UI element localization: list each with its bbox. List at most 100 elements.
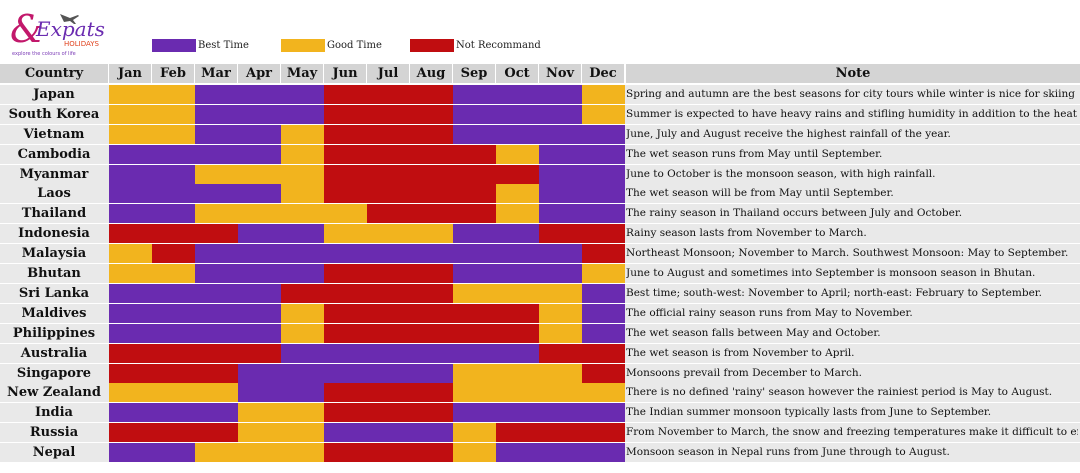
cell-india-dec [582,403,625,423]
country-bhutan: Bhutan [27,266,81,281]
cell-bhutan-sep [453,264,496,283]
cell-myanmar-jul [367,164,410,184]
cell-laos-oct [496,184,539,204]
cell-south-korea-nov [539,104,582,124]
note-cambodia: The wet season runs from May until Septe… [626,147,883,160]
logo-sub: HOLIDAYS [64,40,100,48]
legend-label-not: Not Recommand [456,39,541,51]
cell-australia-jun [324,343,367,363]
cell-vietnam-sep [453,124,496,144]
cell-australia-oct [496,343,539,363]
legend-good-time: Good Time [281,38,382,52]
cell-south-korea-jun [324,104,367,124]
cell-new-zealand-jan [109,383,152,403]
note-nepal: Monsoon season in Nepal runs from June t… [626,446,950,459]
cell-myanmar-feb [152,164,195,184]
legend-swatch-best [152,38,196,52]
header-month-jan: Jan [109,64,151,83]
cell-maldives-jul [367,303,410,323]
cell-singapore-aug [410,363,453,383]
cell-new-zealand-mar [195,383,238,403]
cell-maldives-oct [496,303,539,323]
cell-south-korea-mar [195,104,238,124]
note-russia: From November to March, the snow and fre… [626,426,1078,439]
cell-india-jun [324,403,367,423]
cell-south-korea-dec [582,104,625,124]
cell-nepal-sep [453,443,496,463]
cell-malaysia-nov [539,244,582,264]
note-philippines: The wet season falls between May and Oct… [626,326,881,339]
country-thailand: Thailand [21,206,87,222]
expats-holidays-logo: & Expats HOLIDAYS explore the colours of… [10,8,105,57]
cell-vietnam-dec [582,124,625,144]
cell-bhutan-jan [109,264,152,283]
cell-singapore-sep [453,363,496,383]
cell-cambodia-mar [195,144,238,164]
cell-maldives-may [281,303,324,323]
cell-nepal-nov [539,443,582,463]
cell-myanmar-sep [453,164,496,184]
note-laos: The wet season will be from May until Se… [626,187,894,200]
cell-malaysia-sep [453,244,496,264]
cell-nepal-dec [582,443,625,463]
cell-australia-jan [109,343,152,363]
cell-malaysia-jan [109,244,152,264]
cell-sri-lanka-oct [496,283,539,303]
cell-thailand-jan [109,204,152,224]
cell-cambodia-jun [324,144,367,164]
cell-myanmar-jan [109,164,152,184]
cell-nepal-aug [410,443,453,463]
cell-bhutan-feb [152,264,195,283]
note-bhutan: June to August and sometimes into Septem… [626,267,1036,279]
cell-thailand-oct [496,204,539,224]
header-month-oct: Oct [496,64,538,83]
cell-thailand-sep [453,204,496,224]
country-myanmar: Myanmar [19,166,89,182]
cell-thailand-aug [410,204,453,224]
cell-japan-may [281,84,324,104]
cell-indonesia-jan [109,224,152,244]
cell-malaysia-jun [324,244,367,264]
cell-indonesia-mar [195,224,238,244]
cell-malaysia-may [281,244,324,264]
cell-south-korea-may [281,104,324,124]
legend-not-recommended: Not Recommand [410,38,541,52]
cell-south-korea-sep [453,104,496,124]
cell-laos-may [281,184,324,204]
cell-malaysia-apr [238,244,281,264]
cell-russia-may [281,423,324,443]
cell-new-zealand-nov [539,383,582,403]
cell-australia-sep [453,343,496,363]
cell-india-jul [367,403,410,423]
cell-russia-mar [195,423,238,443]
cell-maldives-aug [410,303,453,323]
note-indonesia: Rainy season lasts from November to Marc… [626,227,867,240]
cell-vietnam-jul [367,124,410,144]
cell-cambodia-apr [238,144,281,164]
cell-maldives-nov [539,303,582,323]
country-russia: Russia [29,425,79,441]
cell-laos-feb [152,184,195,204]
country-vietnam: Vietnam [23,126,85,142]
cell-singapore-jun [324,363,367,383]
cell-singapore-dec [582,363,625,383]
cell-russia-jul [367,423,410,443]
cell-japan-nov [539,84,582,104]
cell-bhutan-oct [496,264,539,283]
cell-india-may [281,403,324,423]
cell-australia-jul [367,343,410,363]
season-table: Country Jan Feb Mar Apr May Jun Jul Aug Sep Oct Nov… [0,64,1080,466]
note-new-zealand: There is no defined 'rainy' season howev… [626,386,1053,399]
note-india: The Indian summer monsoon typically last… [626,406,992,419]
cell-malaysia-oct [496,244,539,264]
cell-india-jan [109,403,152,423]
cell-sri-lanka-feb [152,283,195,303]
cell-laos-mar [195,184,238,204]
cell-thailand-mar [195,204,238,224]
cell-myanmar-oct [496,164,539,184]
cell-philippines-dec [582,323,625,343]
cell-russia-jun [324,423,367,443]
country-new-zealand: New Zealand [7,385,101,401]
cell-philippines-may [281,323,324,343]
cell-nepal-apr [238,443,281,463]
